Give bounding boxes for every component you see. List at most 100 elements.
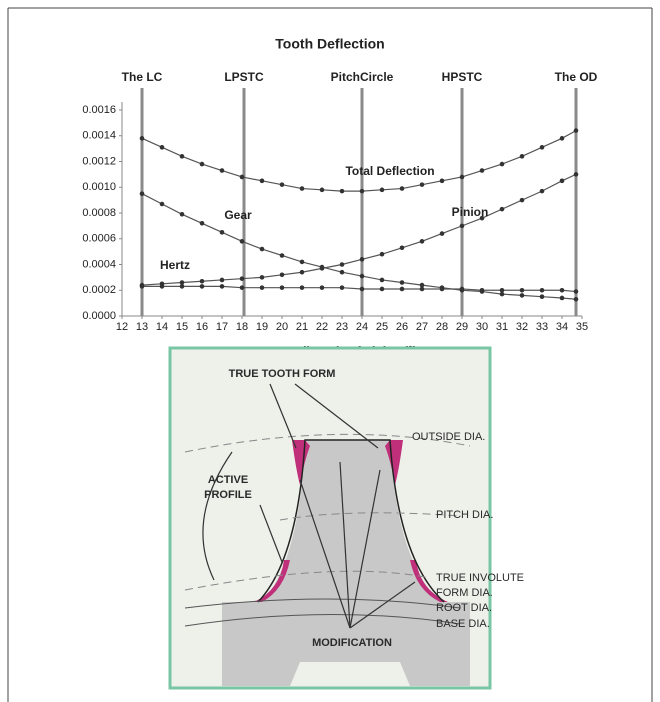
- data-point: [159, 201, 165, 207]
- data-point: [379, 251, 385, 257]
- data-point: [439, 286, 445, 292]
- modification-zone: [292, 440, 310, 485]
- base-dia-line: [184, 613, 461, 627]
- data-point: [279, 182, 285, 187]
- data-point: [179, 280, 185, 285]
- diagram-label: BASE DIA.: [436, 618, 490, 630]
- data-point: [139, 191, 145, 196]
- data-point: [219, 168, 225, 173]
- data-point: [539, 294, 545, 299]
- x-tick-label: 26: [396, 321, 408, 333]
- data-point: [359, 286, 365, 292]
- y-tick-label: 0.0012: [82, 155, 116, 167]
- y-tick-label: 0.0008: [82, 207, 116, 219]
- data-point: [339, 188, 345, 194]
- chart-title: Tooth Deflection: [275, 36, 384, 52]
- data-point: [379, 286, 385, 292]
- diagram-label: TRUE INVOLUTE: [436, 572, 524, 584]
- data-point: [319, 266, 325, 271]
- data-point: [539, 287, 545, 293]
- marker-label: PitchCircle: [331, 70, 394, 84]
- data-point: [239, 276, 245, 281]
- data-point: [559, 136, 565, 141]
- outside-dia-line: [184, 433, 471, 453]
- data-point: [379, 187, 385, 193]
- modification-zone: [385, 440, 403, 485]
- modification-zone: [254, 560, 290, 602]
- x-tick-label: 30: [476, 321, 488, 333]
- data-point: [419, 182, 425, 187]
- plot: 0.0000 0.0002 0.0004 0.0006 0.0008 0.0010 0.00…: [82, 70, 597, 333]
- series-label: Pinion: [452, 205, 489, 219]
- data-point: [299, 259, 305, 265]
- data-point: [459, 174, 465, 180]
- x-tick-label: 31: [496, 321, 508, 333]
- data-point: [239, 174, 245, 180]
- data-point: [339, 285, 345, 290]
- data-point: [279, 285, 285, 290]
- series-label: Hertz: [160, 258, 190, 272]
- y-tick-label: 0.0004: [82, 258, 116, 270]
- series-label: Total Deflection: [345, 164, 434, 178]
- data-point: [399, 245, 405, 251]
- data-point: [539, 145, 545, 150]
- x-tick-label: 17: [216, 321, 228, 333]
- data-point: [299, 269, 305, 275]
- y-tick-label: 0.0000: [82, 310, 116, 322]
- x-tick-label: 14: [156, 321, 168, 333]
- data-point: [199, 161, 205, 167]
- diagram-label: PITCH DIA.: [436, 509, 493, 521]
- data-point: [559, 287, 565, 293]
- root-dia-line: [184, 598, 461, 609]
- x-tick-label: 22: [316, 321, 328, 333]
- diagram-label: PROFILE: [204, 489, 252, 501]
- marker-label: LPSTC: [224, 70, 264, 84]
- diagram-label: TRUE TOOTH FORM: [229, 368, 336, 380]
- data-point: [559, 178, 565, 184]
- x-tick-label: 19: [256, 321, 268, 333]
- data-point: [479, 287, 485, 293]
- data-point: [259, 285, 265, 290]
- x-tick-label: 29: [456, 321, 468, 333]
- data-point: [559, 295, 565, 301]
- series-line: [142, 285, 577, 293]
- tooth-outline: [257, 439, 445, 603]
- data-point: [199, 221, 205, 226]
- data-point: [219, 230, 225, 235]
- data-point: [439, 178, 445, 184]
- data-point: [479, 168, 485, 173]
- data-point: [379, 277, 385, 283]
- x-tick-label: 28: [436, 321, 448, 333]
- pitch-dia-line: [279, 512, 461, 521]
- data-point: [359, 273, 365, 279]
- data-point: [359, 257, 365, 262]
- data-point: [459, 286, 465, 292]
- diagram-label: ROOT DIA.: [436, 602, 492, 614]
- data-point: [179, 211, 185, 217]
- data-point: [419, 282, 425, 288]
- x-tick-label: 21: [296, 321, 308, 333]
- x-tick-label: 35: [576, 321, 588, 333]
- data-point: [419, 239, 425, 244]
- data-point: [399, 280, 405, 285]
- y-tick-label: 0.0016: [82, 104, 116, 116]
- data-point: [159, 284, 165, 289]
- marker-label: The LC: [122, 70, 163, 84]
- data-point: [499, 161, 505, 167]
- data-point: [573, 289, 579, 294]
- y-tick-label: 0.0006: [82, 233, 116, 245]
- diagram-label: MODIFICATION: [312, 637, 392, 649]
- data-point: [179, 284, 185, 289]
- x-tick-label: 34: [556, 321, 568, 333]
- data-point: [399, 286, 405, 292]
- y-tick-label: 0.0002: [82, 284, 116, 296]
- data-point: [499, 206, 505, 212]
- x-tick-label: 18: [236, 321, 248, 333]
- x-tick-label: 13: [136, 321, 148, 333]
- data-point: [573, 128, 579, 133]
- x-tick-label: 12: [116, 321, 128, 333]
- data-point: [573, 296, 579, 302]
- data-point: [259, 178, 265, 184]
- data-point: [179, 154, 185, 159]
